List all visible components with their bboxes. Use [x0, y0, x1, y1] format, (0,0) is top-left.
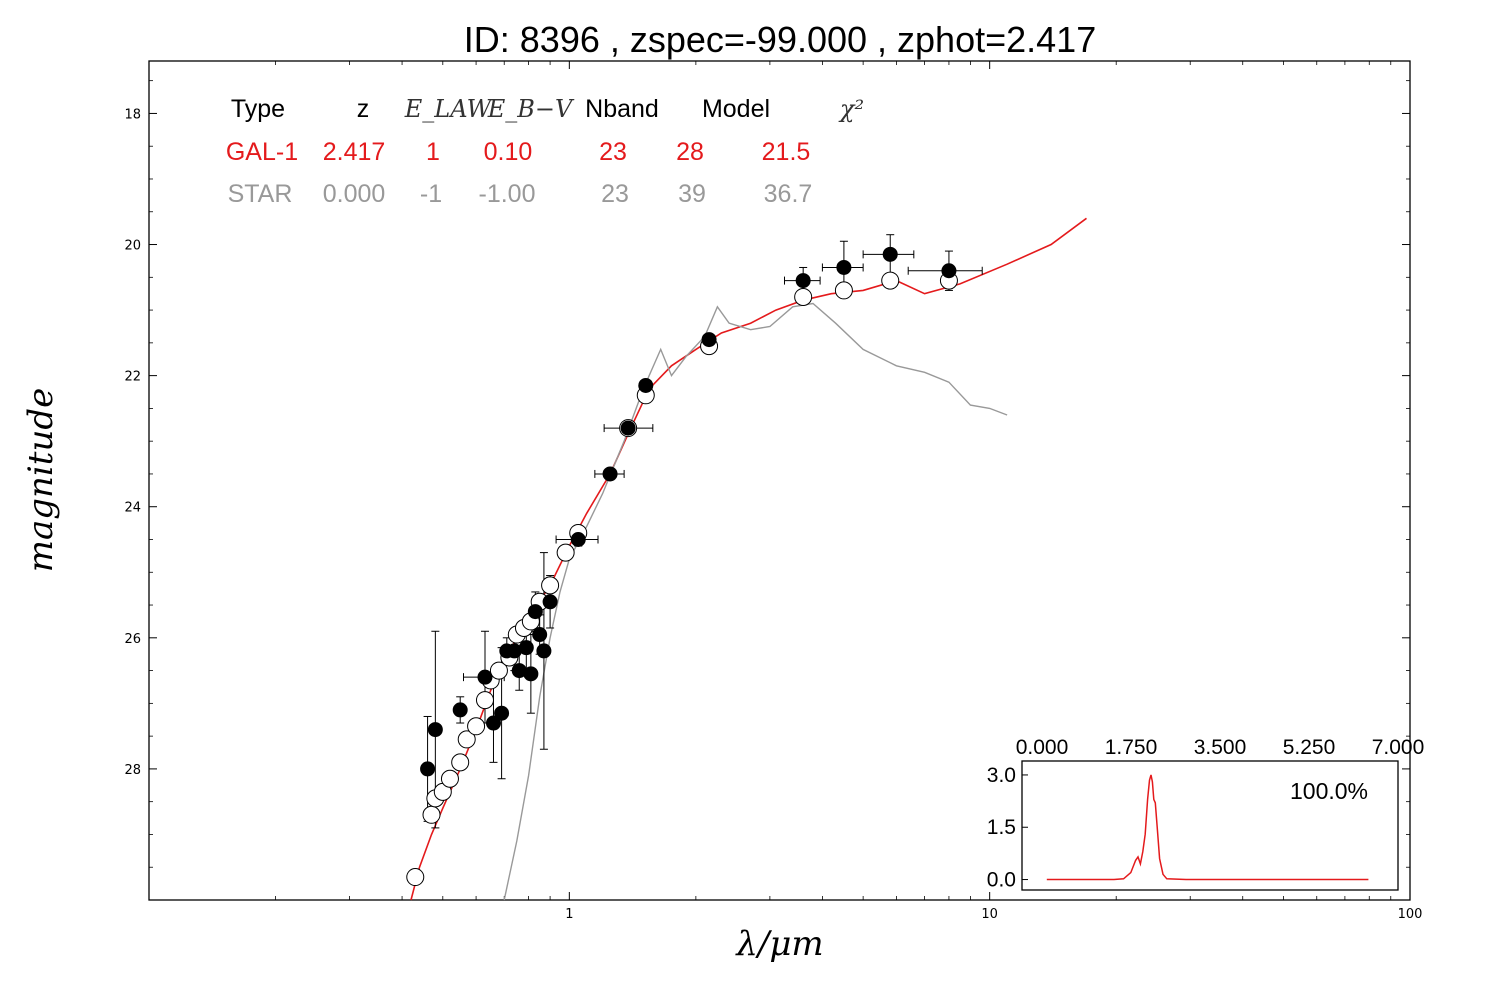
star-row-e-bv: -1.00: [479, 180, 536, 208]
inset-x-tick-labels: 0.000 1.750 3.500 5.250 7.000: [1016, 736, 1425, 759]
inset-y-tick-label: 0.0: [987, 869, 1016, 892]
y-axis-label: magnitude: [21, 388, 61, 573]
observed-point: [518, 640, 534, 656]
observed-point: [420, 761, 436, 777]
x-tick-label: 1: [565, 907, 573, 922]
observed-point: [602, 466, 618, 482]
table-header-e-bv: E_B−V: [487, 95, 575, 123]
x-tick-labels: 1 10 100: [565, 907, 1422, 922]
star-template-line: [503, 302, 1008, 901]
observed-point: [836, 259, 852, 275]
x-tick-label: 10: [981, 907, 998, 922]
x-axis-label: λ/μm: [734, 924, 823, 964]
observed-point: [452, 702, 468, 718]
error-bars: [423, 234, 983, 829]
star-row-chi2: 36.7: [764, 180, 813, 208]
table-header-chi2: χ²: [838, 95, 864, 123]
star-row-e-law: -1: [420, 180, 442, 208]
observed-point: [485, 715, 501, 731]
pdz-inset: 0.000 1.750 3.500 5.250 7.000 0.0 1.5 3.0 100.…: [987, 736, 1424, 892]
observed-point: [427, 722, 443, 738]
inset-x-tick-label: 3.500: [1194, 736, 1247, 759]
y-tick-label: 28: [124, 763, 141, 778]
inset-x-tick-label: 1.750: [1105, 736, 1158, 759]
star-row-nband: 23: [601, 180, 629, 208]
observed-point: [570, 531, 586, 547]
model-magnitude-point: [834, 281, 853, 300]
y-tick-label: 18: [124, 107, 141, 122]
inset-y-tick-label: 1.5: [987, 816, 1016, 839]
galaxy-row-model: 28: [676, 138, 704, 166]
observed-point: [941, 263, 957, 279]
table-header-e-law: E_LAW: [404, 95, 494, 123]
observed-point: [542, 594, 558, 610]
observed-point: [532, 627, 548, 643]
observed-point: [795, 273, 811, 289]
observed-point: [523, 666, 539, 682]
inset-x-tick-label: 7.000: [1372, 736, 1425, 759]
inset-y-tick-labels: 0.0 1.5 3.0: [987, 764, 1016, 892]
main-plot-frame: [148, 60, 1411, 901]
inset-frame: [1021, 760, 1399, 891]
model-magnitude-point: [556, 543, 575, 562]
galaxy-row-chi2: 21.5: [762, 138, 811, 166]
model-magnitude-point: [451, 753, 470, 772]
model-spectra: [410, 217, 1087, 901]
observed-point: [882, 246, 898, 262]
inset-probability-label: 100.0%: [1290, 778, 1368, 804]
observed-point: [638, 377, 654, 393]
observed-points: [420, 246, 957, 777]
galaxy-row-z: 2.417: [323, 138, 386, 166]
galaxy-row-e-bv: 0.10: [484, 138, 533, 166]
star-row-type: STAR: [228, 180, 293, 208]
fit-table: Type z E_LAW E_B−V Nband Model χ² GAL-1 …: [226, 95, 864, 208]
table-header-model: Model: [702, 95, 770, 123]
table-header-type: Type: [231, 95, 285, 123]
y-tick-labels: 18 20 22 24 26 28: [124, 107, 141, 777]
model-magnitude-point: [881, 271, 900, 290]
galaxy-template-line: [410, 217, 1087, 901]
y-tick-label: 22: [124, 370, 141, 385]
y-tick-label: 20: [124, 239, 141, 254]
galaxy-row-nband: 23: [599, 138, 627, 166]
y-tick-label: 26: [124, 632, 141, 647]
figure-title: ID: 8396 , zspec=-99.000 , zphot=2.417: [464, 19, 1096, 60]
pdz-curve: [1046, 774, 1369, 881]
observed-point: [620, 420, 636, 436]
model-magnitude-point: [794, 287, 813, 306]
inset-ticks: [1022, 774, 1028, 881]
observed-point: [477, 669, 493, 685]
observed-point: [527, 604, 543, 620]
model-magnitude-point: [422, 805, 441, 824]
pdz-line: [1046, 774, 1369, 881]
star-row-model: 39: [678, 180, 706, 208]
y-tick-label: 24: [124, 501, 141, 516]
table-header-nband: Nband: [585, 95, 659, 123]
x-tick-label: 100: [1398, 907, 1423, 922]
observed-point: [494, 705, 510, 721]
table-header-z: z: [357, 95, 370, 123]
observed-point: [536, 643, 552, 659]
model-magnitude-point: [440, 769, 459, 788]
model-magnitude-point: [541, 576, 560, 595]
star-row-z: 0.000: [323, 180, 386, 208]
main-axis-ticks: [149, 61, 1411, 900]
galaxy-row-type: GAL-1: [226, 138, 298, 166]
model-magnitude-point: [475, 691, 494, 710]
inset-x-tick-label: 0.000: [1016, 736, 1069, 759]
inset-x-tick-label: 5.250: [1283, 736, 1336, 759]
model-magnitude-point: [489, 661, 508, 680]
observed-point: [701, 332, 717, 348]
model-magnitude-point: [406, 868, 425, 887]
galaxy-row-e-law: 1: [426, 138, 440, 166]
model-magnitude-point: [457, 730, 476, 749]
model-magnitude-point: [467, 717, 486, 736]
model-magnitude-points: [406, 271, 958, 887]
inset-y-tick-label: 3.0: [987, 764, 1016, 787]
